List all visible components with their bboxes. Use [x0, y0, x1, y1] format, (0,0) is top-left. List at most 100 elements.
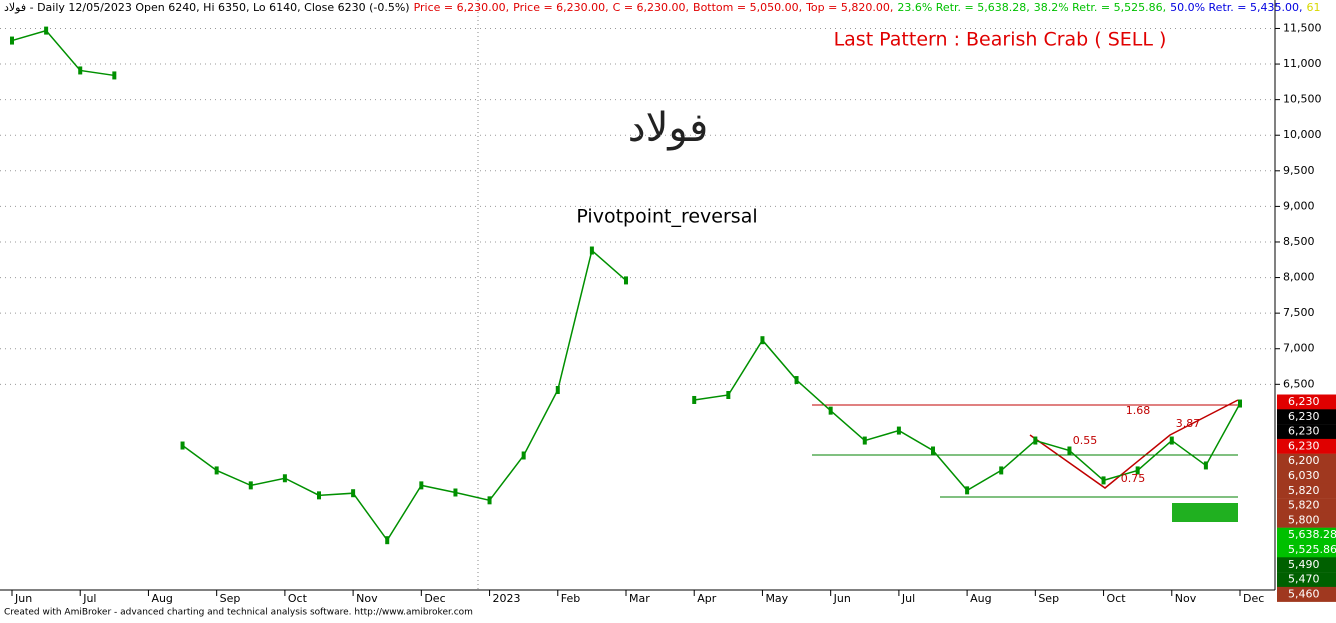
price-candle: [44, 26, 49, 35]
footer: Created with AmiBroker - advanced charti…: [4, 608, 473, 618]
price-candle: [965, 486, 970, 495]
price-badge: [1277, 586, 1336, 602]
x-tick-label: Mar: [629, 592, 650, 605]
header-segment: 23.6% Retr. = 5,638.28,: [897, 1, 1029, 14]
price-badge-label: 5,470: [1288, 573, 1320, 586]
x-tick-label: Jul: [82, 592, 96, 605]
price-candle: [10, 36, 14, 45]
price-candle: [351, 489, 356, 498]
price-candle: [282, 474, 287, 483]
y-tick-label: 10,000: [1283, 128, 1322, 141]
price-line: [11, 29, 115, 77]
x-tick-label: May: [765, 592, 788, 605]
price-badge-label: 6,030: [1288, 469, 1320, 482]
ratio-label: 1.68: [1126, 404, 1151, 417]
price-candle: [726, 390, 731, 399]
price-candle: [487, 496, 492, 505]
target-zone: [1172, 503, 1238, 522]
header-segment: Bottom = 5,050.00,: [693, 1, 802, 14]
price-badge-label: 5,820: [1288, 484, 1320, 497]
price-badge-label: 5,525.86: [1288, 543, 1336, 556]
price-badge: [1277, 438, 1336, 454]
price-badge-label: 5,820: [1288, 499, 1320, 512]
annotation: Pivotpoint_reversal: [576, 206, 757, 228]
price-candle: [828, 406, 833, 415]
header-segment: Price = 6,230.00,: [414, 1, 510, 14]
price-badge: [1277, 512, 1336, 528]
price-candle: [78, 66, 83, 75]
price-badge-label: 6,230: [1288, 439, 1320, 452]
pattern-title: Last Pattern : Bearish Crab ( SELL ): [834, 29, 1167, 51]
price-candle: [214, 466, 219, 475]
price-candle: [1101, 476, 1106, 485]
price-candle: [931, 446, 935, 455]
x-tick-label: Apr: [697, 592, 717, 605]
price-badge: [1277, 498, 1336, 514]
price-badge-label: 5,490: [1288, 558, 1320, 571]
x-tick-label: Aug: [970, 592, 991, 605]
price-badge-label: 6,200: [1288, 454, 1320, 467]
header-segment: C = 6,230.00,: [613, 1, 689, 14]
ratio-label: 3.87: [1176, 417, 1201, 430]
y-tick-label: 8,000: [1283, 271, 1315, 284]
x-tick-label: Oct: [1107, 592, 1127, 605]
header-segment: 50.0% Retr. = 5,435.00,: [1170, 1, 1302, 14]
price-badge-label: 5,638.28: [1288, 528, 1336, 541]
y-tick-label: 11,000: [1283, 57, 1322, 70]
x-tick-label: Jun: [833, 592, 851, 605]
ratio-label: 0.75: [1121, 472, 1146, 485]
price-candle: [692, 395, 697, 404]
price-line: [694, 338, 1241, 492]
price-candle: [317, 491, 321, 500]
price-candle: [555, 386, 560, 395]
price-candle: [521, 451, 526, 460]
x-tick-label: Nov: [1175, 592, 1197, 605]
price-candle: [419, 481, 424, 490]
price-candle: [1135, 466, 1140, 475]
price-badge-label: 5,460: [1288, 587, 1320, 600]
price-badge: [1277, 527, 1336, 543]
y-tick-label: 9,000: [1283, 199, 1315, 212]
price-badge: [1277, 542, 1336, 558]
x-tick-label: Dec: [424, 592, 445, 605]
price-candle: [862, 436, 867, 445]
price-candle: [1169, 436, 1174, 445]
price-candle: [896, 426, 901, 435]
y-tick-label: 9,500: [1283, 164, 1315, 177]
x-tick-label: Sep: [1038, 592, 1059, 605]
price-badge: [1277, 394, 1336, 410]
price-badge: [1277, 483, 1336, 499]
x-tick-label: Jun: [14, 592, 32, 605]
price-candle: [248, 481, 253, 490]
price-candle: [180, 441, 185, 450]
price-candle: [1033, 436, 1038, 445]
y-tick-label: 7,000: [1283, 342, 1315, 355]
y-tick-label: 10,500: [1283, 93, 1322, 106]
y-tick-label: 8,500: [1283, 235, 1315, 248]
x-tick-label: Oct: [288, 592, 308, 605]
price-line: [182, 249, 627, 542]
price-candle: [589, 246, 594, 255]
x-tick-label: Dec: [1243, 592, 1264, 605]
price-candle: [1067, 446, 1072, 455]
price-candle: [999, 466, 1004, 475]
x-tick-label: Sep: [220, 592, 241, 605]
price-candle: [624, 276, 628, 285]
x-tick-label: Nov: [356, 592, 378, 605]
price-candle: [760, 336, 765, 345]
x-tick-label: 2023: [493, 592, 521, 605]
price-candle: [794, 376, 799, 385]
header-segment: Price = 6,230.00,: [513, 1, 609, 14]
y-tick-label: 11,500: [1283, 21, 1322, 34]
price-candle: [1203, 461, 1208, 470]
header: فولاد - Daily 12/05/2023 Open 6240, Hi 6…: [4, 1, 1320, 14]
y-tick-label: 6,500: [1283, 377, 1315, 390]
price-badge-label: 6,230: [1288, 395, 1320, 408]
price-badge: [1277, 424, 1336, 440]
header-segment: فولاد - Daily 12/05/2023 Open 6240, Hi 6…: [4, 1, 410, 14]
header-segment: 61: [1306, 1, 1320, 14]
price-candle: [112, 71, 117, 80]
pattern-leg: [1029, 399, 1239, 489]
header-segment: 38.2% Retr. = 5,525.86,: [1034, 1, 1166, 14]
